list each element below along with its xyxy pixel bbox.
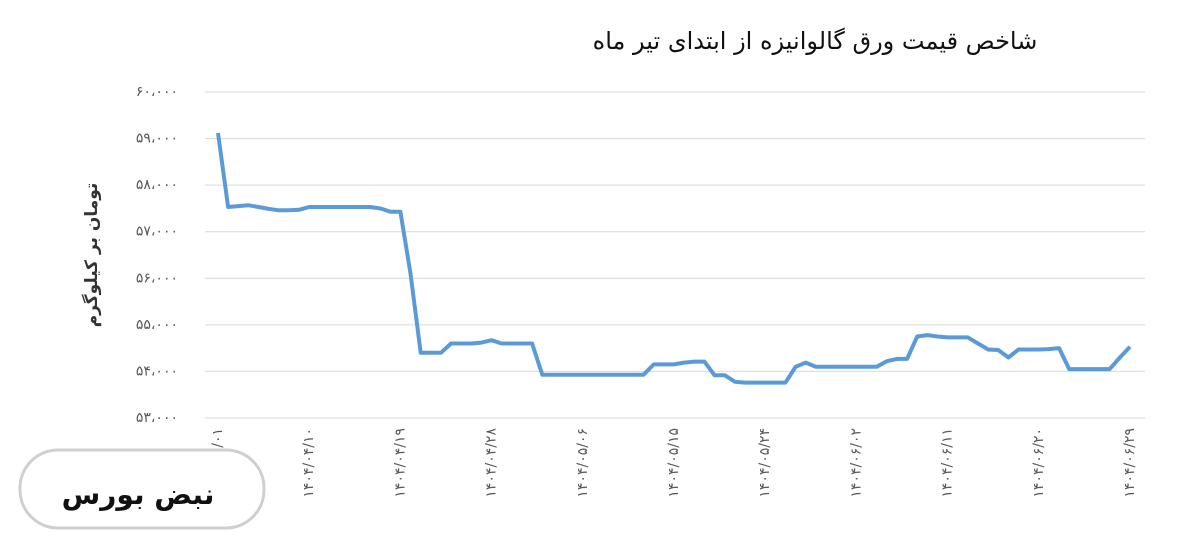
y-tick-label: ۵۳،۰۰۰ xyxy=(136,410,178,426)
y-tick-label: ۵۹،۰۰۰ xyxy=(136,131,178,147)
x-tick-label: ۱۴۰۴/۰۵/۲۴ xyxy=(757,428,773,498)
x-tick-label: ۱۴۰۴/۰۴/۱۹ xyxy=(392,428,408,498)
x-tick-label: ۱۴۰۴/۰۵/۱۵ xyxy=(666,428,682,498)
logo: نبض بورس xyxy=(18,448,266,530)
y-tick-label: ۶۰،۰۰۰ xyxy=(136,84,178,100)
x-tick-label: ۱۴۰۴/۰۶/۱۱ xyxy=(940,428,956,498)
logo-text: نبض بورس xyxy=(62,478,215,511)
logo-badge xyxy=(18,448,266,530)
y-tick-label: ۵۷،۰۰۰ xyxy=(136,224,178,240)
x-tick-label: ۱۴۰۴/۰۶/۲۰ xyxy=(1031,428,1047,498)
x-tick-label: ۱۴۰۴/۰۴/۲۸ xyxy=(484,428,500,498)
y-tick-label: ۵۵،۰۰۰ xyxy=(136,317,178,333)
x-tick-label: ۱۴۰۴/۰۴/۱۰ xyxy=(301,428,317,498)
y-tick-label: ۵۸،۰۰۰ xyxy=(136,177,178,193)
x-tick-label: ۱۴۰۴/۰۶/۰۲ xyxy=(848,428,864,498)
y-tick-label: ۵۴،۰۰۰ xyxy=(136,363,178,379)
x-tick-label: ۱۴۰۴/۰۵/۰۶ xyxy=(575,428,591,498)
y-axis-label: تومان بر کیلوگرم xyxy=(81,183,102,328)
data-line xyxy=(216,132,1132,385)
y-tick-label: ۵۶،۰۰۰ xyxy=(136,270,178,286)
x-tick-label: ۱۴۰۴/۰۶/۲۹ xyxy=(1122,428,1138,498)
chart-title: شاخص قیمت ورق گالوانیزه از ابتدای تیر ما… xyxy=(593,27,1038,55)
